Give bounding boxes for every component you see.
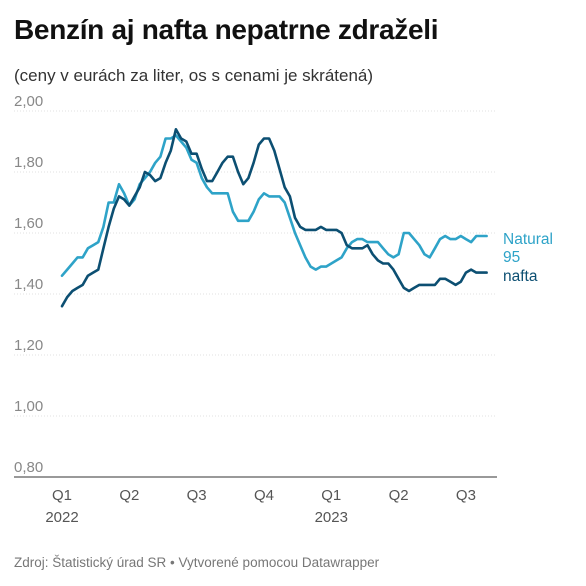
- x-tick-label: Q4: [254, 487, 274, 504]
- y-tick-label: 1,20: [14, 337, 43, 354]
- x-tick-year: 2023: [315, 509, 348, 526]
- x-tick-label: Q2: [119, 487, 139, 504]
- series-label-natural95: Natural 95: [503, 231, 553, 266]
- x-tick-label: Q1: [321, 487, 341, 504]
- y-tick-label: 1,00: [14, 398, 43, 415]
- x-tick-label: Q1: [52, 487, 72, 504]
- x-tick-label: Q2: [389, 487, 409, 504]
- x-tick-year: 2022: [45, 509, 78, 526]
- y-tick-label: 2,00: [14, 93, 43, 110]
- chart-title: Benzín aj nafta nepatrne zdraželi: [14, 14, 439, 45]
- y-axis: 2,00 1,80 1,60 1,40 1,20 1,00 0,80: [14, 93, 43, 476]
- x-tick-label: Q3: [187, 487, 207, 504]
- series-labels: Natural 95 nafta: [503, 231, 553, 285]
- series-label-nafta: nafta: [503, 268, 538, 285]
- y-tick-label: 0,80: [14, 459, 43, 476]
- chart-subtitle: (ceny v eurách za liter, os s cenami je …: [14, 66, 374, 85]
- x-tick-label: Q3: [456, 487, 476, 504]
- series-lines: [60, 128, 488, 308]
- y-tick-label: 1,80: [14, 154, 43, 171]
- grid-lines: [14, 110, 497, 417]
- y-tick-label: 1,60: [14, 215, 43, 232]
- source-footer: Zdroj: Štatistický úrad SR • Vytvorené p…: [14, 555, 380, 570]
- series-line-natural95: [60, 134, 488, 278]
- series-line-nafta: [60, 128, 488, 308]
- x-axis: Q1 2022 Q2 Q3 Q4 Q1 2023 Q2 Q3: [45, 487, 476, 526]
- y-tick-label: 1,40: [14, 276, 43, 293]
